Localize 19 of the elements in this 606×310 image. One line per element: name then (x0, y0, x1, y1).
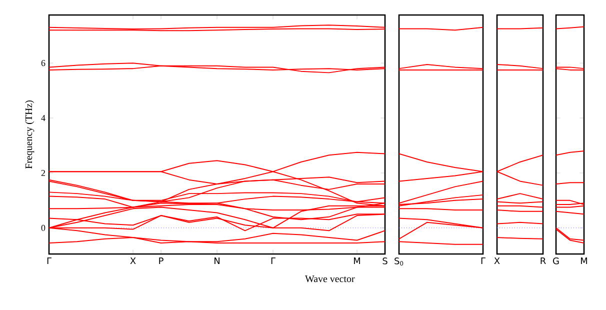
x-tick-label: S (382, 258, 388, 264)
x-tick-label: P (159, 258, 164, 264)
y-axis-title: Frequency (THz) (25, 100, 34, 169)
x-tick-label: R (540, 258, 546, 264)
x-tick-label: N (214, 258, 220, 264)
x-tick-label: X (130, 258, 136, 264)
x-tick-label: Γ (271, 258, 276, 264)
x-tick-label: Γ (47, 258, 52, 264)
y-tick-label: 2 (41, 170, 45, 176)
y-tick-label: 4 (41, 115, 46, 121)
y-tick-label: 6 (41, 60, 46, 66)
x-tick-label: G (553, 258, 559, 264)
x-tick-label: Γ (481, 258, 486, 264)
y-tick-label: 0 (41, 224, 46, 231)
x-tick-label: M (354, 258, 360, 264)
x-tick-label: X (494, 258, 500, 264)
x-tick-label: S$_{0}$ (394, 258, 404, 266)
x-axis-title: Wave vector (305, 276, 355, 282)
x-tick-label: M (581, 258, 587, 264)
